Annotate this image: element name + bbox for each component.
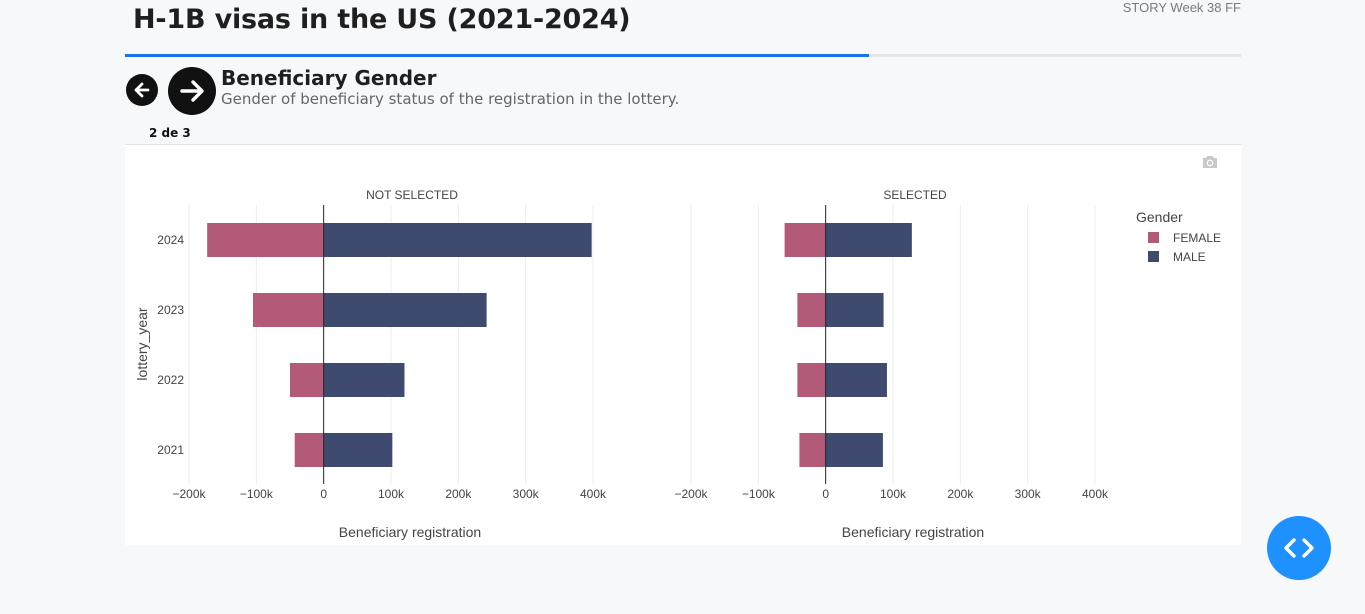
page-title: H-1B visas in the US (2021-2024) <box>133 4 631 35</box>
story-tag: STORY Week 38 FF <box>1122 0 1241 15</box>
slide-subtitle: Gender of beneficiary status of the regi… <box>221 90 680 108</box>
arrow-right-icon <box>180 80 204 102</box>
slide-counter: 2 de 3 <box>149 126 191 140</box>
story-progress-bar <box>125 54 1241 57</box>
camera-icon <box>1203 156 1217 168</box>
code-icon <box>1284 538 1314 558</box>
slide-title: Beneficiary Gender <box>221 66 437 90</box>
download-plot-button[interactable] <box>1201 154 1219 174</box>
previous-slide-button[interactable] <box>126 74 158 106</box>
story-progress-fill <box>125 54 870 57</box>
next-slide-button[interactable] <box>168 67 216 115</box>
arrow-left-icon <box>134 82 150 98</box>
view-code-button[interactable] <box>1267 516 1331 580</box>
chart-card <box>125 144 1241 545</box>
